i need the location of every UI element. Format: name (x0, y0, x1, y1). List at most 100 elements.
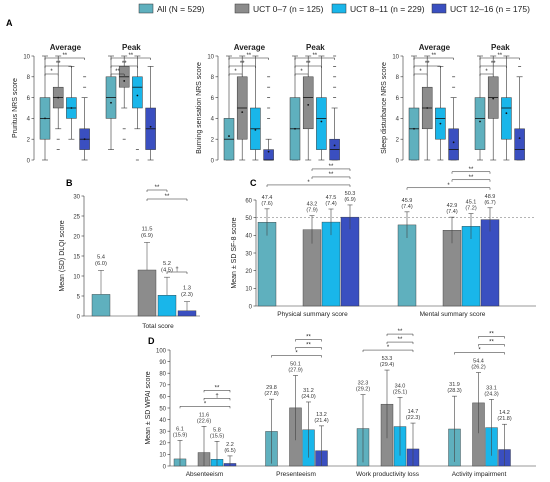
legend-swatch (234, 3, 250, 14)
data-label: (29.4) (380, 362, 395, 368)
y-tick-label: 60 (245, 198, 252, 204)
sig-bracket (266, 184, 351, 187)
box-mean-dot (307, 103, 310, 106)
sig-label: ** (165, 194, 170, 200)
sig-bracket (479, 57, 520, 60)
box-uct12 (448, 128, 459, 161)
box-mean-dot (254, 128, 257, 131)
sig-bracket (110, 73, 125, 76)
data-label: 1.3 (183, 286, 191, 292)
sig-bracket (451, 171, 491, 174)
sig-label: ** (469, 175, 474, 181)
data-label: 42.9 (447, 203, 458, 209)
group-label: Average (419, 43, 451, 52)
data-label: 14.2 (499, 410, 510, 416)
data-label: 53.3 (382, 356, 393, 362)
data-label: (7.4) (401, 204, 412, 210)
data-label: (7.2) (465, 206, 476, 212)
sig-bracket (311, 176, 351, 179)
data-label: (29.2) (356, 387, 371, 393)
sig-label: ** (306, 343, 311, 349)
y-tick-label: 50 (245, 216, 252, 222)
y-tick-label: 10 (207, 54, 214, 60)
box-mean-dot (267, 150, 270, 153)
data-label: 45.1 (466, 200, 477, 206)
y-tick-label: 6 (211, 96, 215, 102)
sig-label: * (234, 69, 237, 75)
data-label: 31.9 (449, 382, 460, 388)
data-label: (4.5) (161, 268, 173, 274)
sig-label: ** (398, 337, 403, 343)
sig-label: * (419, 69, 422, 75)
data-label: (6.9) (344, 197, 355, 203)
sig-bracket (478, 336, 505, 339)
sig-bracket (203, 398, 231, 401)
y-tick-label: 10 (159, 453, 166, 459)
data-label: (27.9) (288, 368, 303, 374)
sig-bracket (294, 73, 309, 76)
sig-bracket (294, 57, 335, 60)
y-tick-label: 25 (73, 214, 80, 220)
y-tick-label: 2 (27, 138, 31, 144)
x-category-label: Absenteeism (186, 471, 224, 478)
bar-all (91, 294, 111, 317)
box-mean-dot (452, 141, 455, 144)
data-label: (15.5) (210, 433, 225, 439)
y-axis-title: Mean (SD) DLQI score (59, 220, 66, 291)
sig-label: * (307, 180, 310, 186)
data-label: 5.8 (213, 427, 221, 433)
y-tick-label: 30 (159, 430, 166, 436)
box-mean-dot (149, 125, 152, 128)
box-mean-dot (413, 127, 415, 130)
data-label: (7.6) (261, 201, 272, 207)
sig-bracket (44, 65, 72, 68)
data-label: 50.3 (345, 191, 356, 197)
y-tick-label: 20 (73, 234, 80, 240)
data-label: (15.9) (173, 432, 188, 438)
data-label: 45.9 (402, 198, 413, 204)
sig-label: † (175, 267, 178, 273)
panel-b: B 0 5 10 15 20 25 30 Mean (SD) DLQI score 5.4(6.0… (59, 178, 200, 330)
sig-bracket (295, 347, 322, 350)
group-label: Peak (306, 43, 325, 52)
box-uct8 (501, 97, 512, 140)
sig-label: ** (329, 172, 334, 178)
sig-bracket (386, 341, 414, 345)
sig-label: ** (491, 61, 496, 67)
legend-swatch (138, 3, 154, 14)
data-label: 47.4 (262, 195, 273, 201)
y-tick-label: 40 (245, 234, 252, 240)
box-mean-dot (136, 94, 139, 97)
sig-label: * (387, 345, 390, 351)
y-axis-title: Burning sensation NRS score (196, 62, 203, 154)
data-label: 31.2 (303, 388, 314, 394)
data-label: (7.4) (446, 209, 457, 215)
x-category-label: Activity impairment (452, 471, 507, 478)
box-mean-dot (70, 107, 73, 109)
y-tick-label: 0 (77, 314, 81, 320)
data-label: 48.9 (485, 194, 496, 200)
data-label: 11.5 (142, 226, 153, 232)
y-tick-label: 4 (27, 117, 31, 123)
sig-label: ** (425, 61, 430, 67)
sig-label: ** (306, 61, 311, 67)
sig-bracket (311, 168, 351, 171)
sig-label: ** (155, 185, 160, 191)
legend-swatch (331, 3, 347, 14)
box-uct0 (302, 76, 314, 130)
sig-bracket (146, 189, 168, 192)
y-tick-label: 0 (211, 158, 215, 164)
data-label: (21.8) (497, 416, 512, 422)
data-label: 29.8 (266, 385, 277, 391)
data-label: (22.6) (197, 418, 212, 424)
box-mean-dot (241, 111, 244, 114)
sig-bracket (271, 355, 322, 358)
box-uct8 (132, 76, 143, 109)
sig-bracket (146, 198, 188, 201)
data-label: 14.7 (408, 409, 419, 415)
data-label: (21.4) (314, 418, 329, 424)
sig-label: ** (115, 69, 120, 75)
data-label: (22.3) (406, 415, 421, 421)
y-tick-label: 8 (211, 75, 215, 81)
